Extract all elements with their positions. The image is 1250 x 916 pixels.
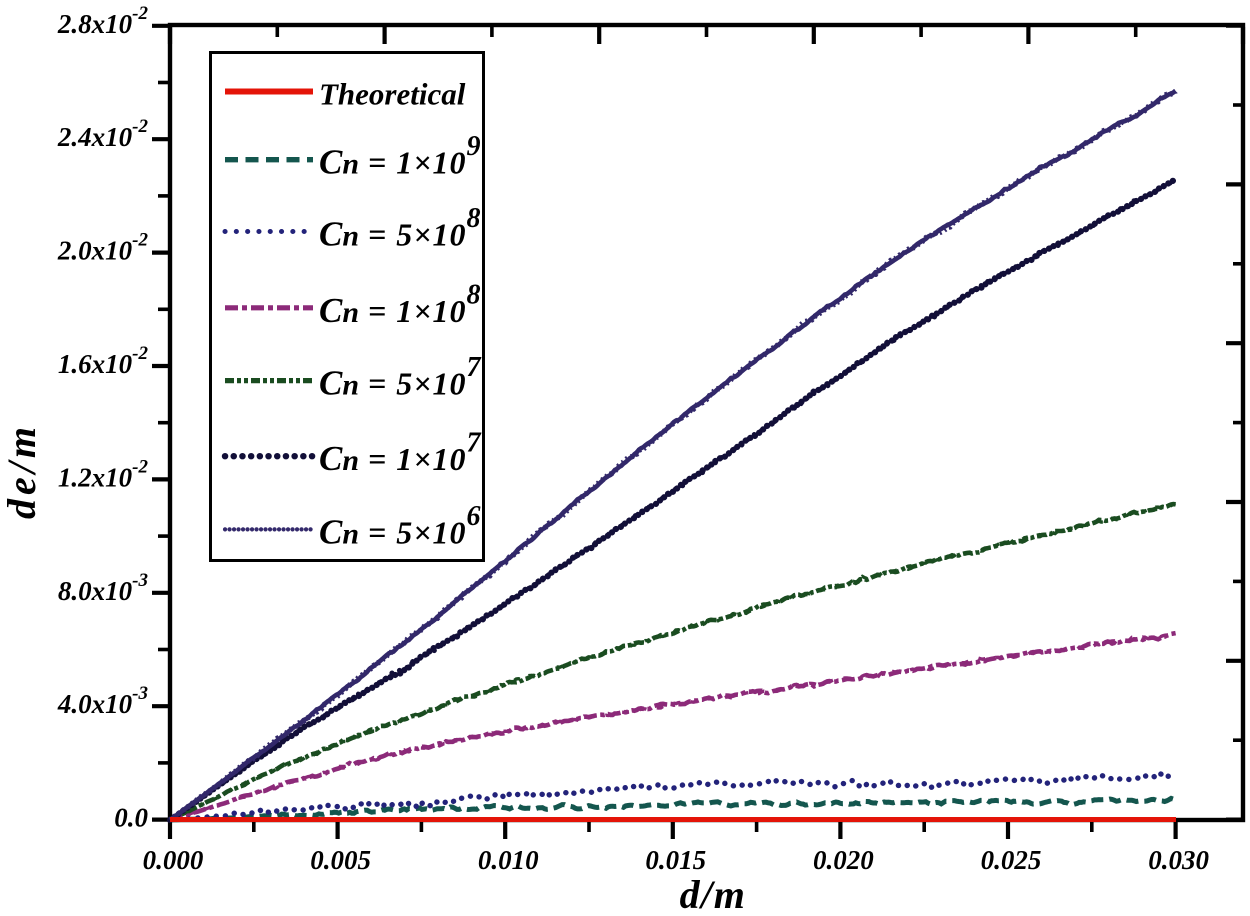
svg-text:0.010: 0.010 xyxy=(478,845,539,875)
svg-text:0.0: 0.0 xyxy=(114,803,148,833)
svg-text:de/m: de/m xyxy=(0,423,44,519)
svg-text:0.000: 0.000 xyxy=(143,845,204,875)
svg-text:0.020: 0.020 xyxy=(813,845,874,875)
svg-text:Theoretical: Theoretical xyxy=(319,77,466,112)
svg-text:d/m: d/m xyxy=(680,872,747,916)
svg-text:0.030: 0.030 xyxy=(1148,845,1209,875)
svg-text:0.025: 0.025 xyxy=(981,845,1042,875)
svg-text:0.005: 0.005 xyxy=(310,845,371,875)
svg-text:0.015: 0.015 xyxy=(645,845,706,875)
